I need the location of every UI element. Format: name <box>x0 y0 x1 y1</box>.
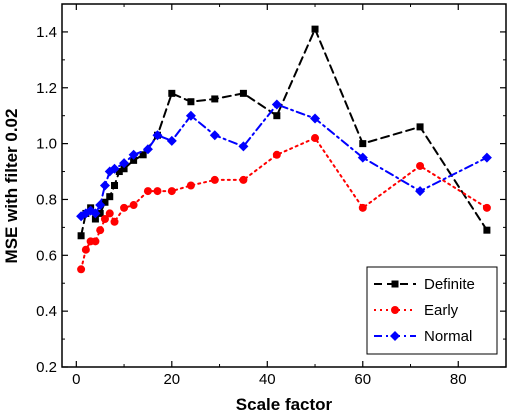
y-tick-label: 0.6 <box>36 247 57 264</box>
data-point-normal <box>481 152 492 163</box>
legend-label-normal: Normal <box>424 328 472 345</box>
data-point-early <box>210 175 219 184</box>
y-tick-label: 0.8 <box>36 191 57 208</box>
data-point-normal <box>142 144 153 155</box>
series-early <box>77 134 491 274</box>
legend-marker-early <box>391 306 399 314</box>
data-point-early <box>120 203 129 212</box>
x-axis-title: Scale factor <box>236 395 333 414</box>
legend-label-early: Early <box>424 302 459 319</box>
data-point-early <box>91 237 100 246</box>
legend-marker-normal <box>390 331 400 341</box>
data-point-definite <box>77 232 85 240</box>
data-point-definite <box>91 215 99 223</box>
data-point-normal <box>185 110 196 121</box>
data-point-early <box>416 161 425 170</box>
data-point-definite <box>211 95 219 103</box>
data-point-definite <box>187 98 195 106</box>
data-point-normal <box>128 149 139 160</box>
y-tick-label: 0.4 <box>36 303 57 320</box>
legend: Definite Early Normal <box>366 266 498 355</box>
data-point-definite <box>273 112 281 120</box>
data-point-definite <box>115 168 123 176</box>
data-point-normal <box>310 113 321 124</box>
data-point-definite <box>239 89 247 97</box>
data-point-early <box>100 215 109 224</box>
data-point-normal <box>99 180 110 191</box>
data-point-early <box>129 201 138 210</box>
y-tick-label: 1.2 <box>36 80 57 97</box>
series-line-definite <box>80 26 488 237</box>
y-axis-title: MSE with filter 0.02 <box>2 109 21 264</box>
data-point-definite <box>130 156 138 164</box>
data-point-early <box>110 217 119 226</box>
data-point-early <box>153 187 162 196</box>
data-point-definite <box>101 198 109 206</box>
x-tick-label: 20 <box>163 371 180 388</box>
data-point-early <box>77 265 86 274</box>
data-point-definite <box>111 182 119 189</box>
axis-ticks: 0 20 40 60 80 0.2 0.4 0.6 0.8 1.0 1.2 1.4 <box>36 3 506 388</box>
data-point-normal <box>238 141 249 152</box>
data-point-definite <box>120 165 128 173</box>
x-tick-label: 40 <box>259 371 276 388</box>
data-point-early <box>186 181 195 190</box>
data-point-normal <box>271 99 282 110</box>
legend-marker-definite <box>391 280 399 288</box>
legend-label-definite: Definite <box>424 276 475 293</box>
x-tick-label: 0 <box>72 371 80 388</box>
legend-box <box>366 266 498 355</box>
data-point-normal <box>166 135 177 146</box>
data-point-early <box>167 187 176 196</box>
data-point-early <box>311 134 320 143</box>
data-point-early <box>272 150 281 159</box>
data-point-early <box>358 203 367 212</box>
x-tick-label: 80 <box>450 371 467 388</box>
data-point-early <box>96 226 105 235</box>
series-layer <box>76 25 492 274</box>
data-point-normal <box>109 163 120 174</box>
data-point-early <box>482 203 491 212</box>
data-point-normal <box>90 208 101 219</box>
y-tick-label: 1.4 <box>36 24 57 41</box>
data-point-early <box>105 209 114 218</box>
data-point-early <box>143 187 152 196</box>
y-tick-label: 1.0 <box>36 136 57 153</box>
data-point-definite <box>416 123 424 131</box>
series-line-normal <box>80 103 488 218</box>
series-normal <box>76 99 492 222</box>
data-point-normal <box>119 158 130 169</box>
data-point-definite <box>139 151 147 159</box>
data-point-normal <box>357 152 368 163</box>
data-point-definite <box>359 140 367 148</box>
data-point-normal <box>209 130 220 141</box>
data-point-early <box>239 175 248 184</box>
data-point-normal <box>95 200 106 211</box>
data-point-definite <box>483 226 491 234</box>
y-tick-label: 0.2 <box>36 359 57 376</box>
data-point-early <box>81 245 90 254</box>
data-point-definite <box>106 193 114 201</box>
data-point-normal <box>415 186 426 197</box>
x-tick-label: 60 <box>354 371 371 388</box>
data-point-definite <box>311 25 319 33</box>
data-point-normal <box>152 130 163 141</box>
series-definite <box>77 25 491 240</box>
plot-frame <box>61 3 507 368</box>
data-point-definite <box>168 89 176 97</box>
